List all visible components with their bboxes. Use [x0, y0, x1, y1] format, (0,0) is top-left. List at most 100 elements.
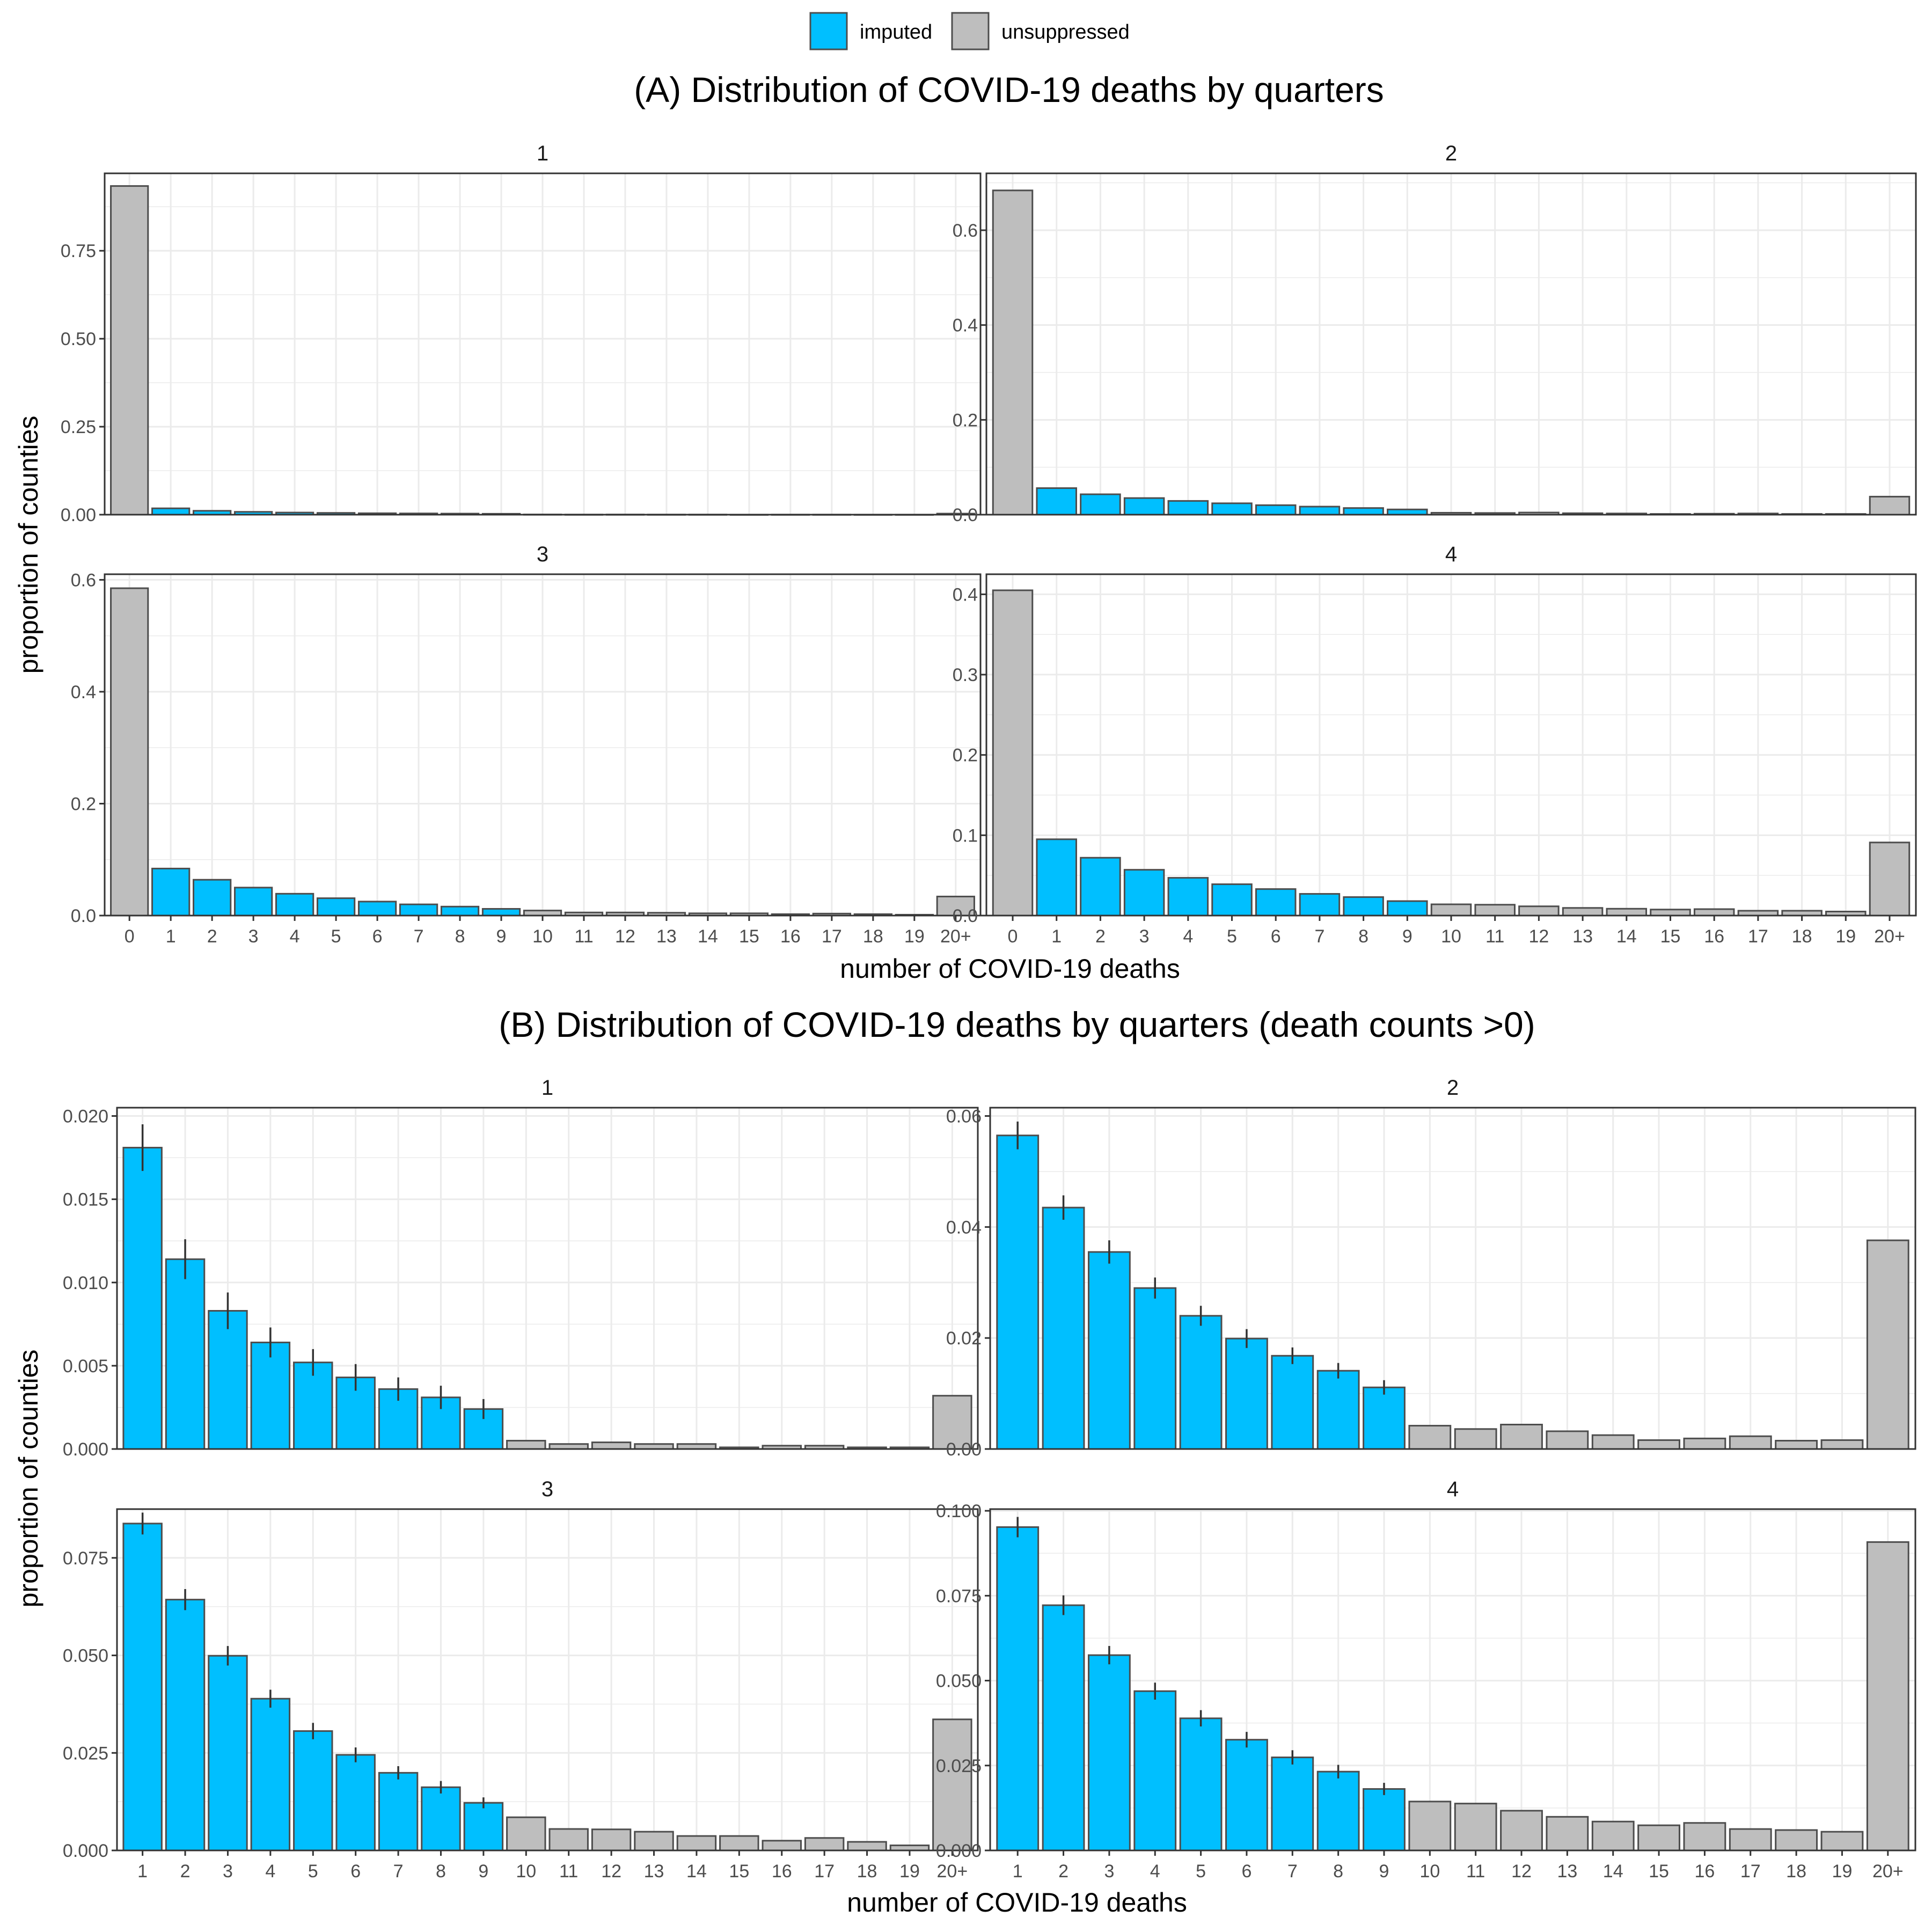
panel-a-q3-bar-4: [275, 892, 314, 917]
panel-a-q4-ytick-label: 0.2: [953, 745, 978, 766]
panel-b-q4-xtick-label: 13: [1557, 1861, 1577, 1882]
panel-b-q4-bar-14: [1591, 1820, 1635, 1851]
panel-a-q4-xtick-label: 3: [1139, 926, 1150, 947]
panel-b-q3-xtick-label: 1: [137, 1861, 148, 1882]
panel-b-q4-grid: [990, 1509, 1915, 1851]
panel-b-q3-bar-17: [804, 1837, 845, 1851]
panel-b-q3-xtick-label: 18: [857, 1861, 877, 1882]
panel-a-q3-xtick-label: 1: [166, 926, 176, 947]
panel-b-q4-bar-9: [1363, 1788, 1406, 1851]
panel-b-q1-ytick-label: 0.020: [63, 1107, 108, 1127]
panel-a-q4-xtick-label: 20+: [1874, 926, 1905, 947]
panel-a-q4-xtick-label: 7: [1314, 926, 1324, 947]
panel-b-q3-bar-3: [208, 1655, 248, 1851]
panel-a-q2: 2 0.0 0.2 0.4 0.6: [953, 142, 1917, 525]
panel-a-q2-bar-20+: [1869, 495, 1911, 516]
panel-a-ylabel: proportion of counties: [13, 416, 43, 674]
panel-a-q4-bar-11: [1474, 904, 1516, 917]
panel-a-q4-bar-2: [1080, 857, 1121, 917]
panel-b-q4-xtick-label: 12: [1511, 1861, 1532, 1882]
panel-b-q4-xtick-label: 4: [1150, 1861, 1160, 1882]
panel-a-q3-xtick-label: 9: [496, 926, 507, 947]
panel-b-q3-xtick-label: 6: [350, 1861, 361, 1882]
panel-a-q1-bar-0: [110, 185, 149, 516]
panel-b-q2-bar-9: [1363, 1386, 1406, 1450]
panel-a-q4-xtick-label: 9: [1402, 926, 1413, 947]
panel-a-q3-xtick-label: 3: [248, 926, 259, 947]
panel-a-q4-bar-10: [1430, 903, 1472, 917]
panel-a-q3-bar-8: [440, 905, 480, 917]
panel-a-q4-xtick-label: 18: [1792, 926, 1812, 947]
panel-b-q3-bar-8: [421, 1786, 461, 1851]
panel-a-q4-bar-9: [1387, 900, 1428, 917]
panel-b-q4-bar-6: [1225, 1739, 1268, 1851]
panel-a-q4-ytick-label: 0.0: [953, 906, 978, 926]
panel-a-q1-strip-label: 1: [537, 142, 548, 165]
panel-a-q3-bar-7: [399, 903, 438, 917]
panel-b-q2-bar-4: [1133, 1287, 1177, 1450]
panel-b-q4-xtick-label: 3: [1104, 1861, 1114, 1882]
panel-a-q3-ytick-label: 0.0: [71, 906, 96, 926]
panel-b-q2-ytick-label: 0.02: [946, 1328, 982, 1349]
panel-a-q2-bar-0: [992, 189, 1034, 516]
panel-b-q3-bar-5: [293, 1730, 333, 1851]
panel-a-q3-xtick-label: 6: [372, 926, 383, 947]
panel-a-q3-xtick-label: 0: [125, 926, 135, 947]
panel-b-q4-xtick-label: 5: [1196, 1861, 1206, 1882]
panel-a-q2-grid: [986, 173, 1916, 516]
panel-a-title: (A) Distribution of COVID-19 deaths by q…: [634, 70, 1384, 109]
panel-b-q1-bar-12: [591, 1441, 632, 1450]
panel-a-q4-ytick-label: 0.4: [953, 584, 978, 605]
panel-b-q4-strip-label: 4: [1447, 1477, 1459, 1501]
panel-b-q4-bar-5: [1179, 1717, 1223, 1851]
panel-b-q3-bar-16: [762, 1840, 802, 1851]
panel-a-q4-xtick-label: 17: [1748, 926, 1768, 947]
panel-a-q4-bar-14: [1606, 908, 1648, 917]
panel-b-q3-bar-15: [719, 1835, 759, 1851]
panel-a-q3-xtick-label: 13: [656, 926, 677, 947]
legend-key-imputed: [809, 12, 848, 50]
panel-a-q4-bar-1: [1036, 838, 1077, 917]
panel-b-q4-bar-4: [1133, 1690, 1177, 1851]
panel-a-q3-bar-2: [193, 879, 232, 917]
panel-b-q4-xtick-label: 18: [1786, 1861, 1806, 1882]
panel-a-q1-ytick-label: 0.50: [61, 329, 96, 349]
panel-b-q4-ytick-label: 0.075: [936, 1586, 982, 1606]
panel-b-q3-xtick-label: 9: [478, 1861, 488, 1882]
panel-b-q1-ytick-label: 0.015: [63, 1190, 108, 1210]
panel-a-q2-bar-4: [1167, 500, 1209, 516]
panel-a-q4-strip-label: 4: [1445, 543, 1457, 566]
panel-a-q3-ytick-label: 0.4: [71, 682, 96, 702]
panel-b-q4-ytick-label: 0.025: [936, 1756, 982, 1776]
panel-a-q4-bar-6: [1255, 888, 1297, 917]
panel-a-q3-ytick-label: 0.2: [71, 794, 96, 814]
panel-b-q4-ytick-label: 0.100: [936, 1501, 982, 1521]
panel-b-q2-bar-10: [1408, 1425, 1452, 1450]
panel-a-q4-xtick-label: 12: [1528, 926, 1549, 947]
panel-a-q4-xtick-label: 13: [1572, 926, 1593, 947]
panel-a-q2-ytick-label: 0.4: [953, 316, 978, 336]
panel-b-q2-bar-6: [1225, 1337, 1268, 1450]
panel-a-q4-xtick-label: 8: [1358, 926, 1368, 947]
panel-a-q3-xtick-label: 14: [698, 926, 718, 947]
panel-b-q2-bar-16: [1683, 1437, 1726, 1450]
panel-a-q4-xtick-label: 11: [1485, 926, 1504, 947]
panel-b-q4-xtick-label: 11: [1466, 1861, 1485, 1882]
panel-a-q3-strip-label: 3: [537, 543, 548, 566]
panel-a-q3: 30.00.20.40.60 1 2 3 4 5 6 7 8 9 10 11 12 13 14 15 16 17 1…: [71, 543, 982, 947]
panel-b-q3-xtick-label: 17: [814, 1861, 835, 1882]
panel-b-q4-bar-20+: [1866, 1541, 1909, 1851]
panel-b-q3-xtick-label: 11: [559, 1861, 578, 1882]
panel-b-q3-ytick-label: 0.025: [63, 1743, 108, 1763]
panel-a-q3-xtick-label: 5: [331, 926, 341, 947]
panel-b-q2-ytick-label: 0.00: [946, 1439, 982, 1460]
panel-a-q4-xtick-label: 10: [1441, 926, 1461, 947]
panel-b-q3-bar-18: [847, 1841, 887, 1851]
panel-b-q3-xtick-label: 15: [729, 1861, 749, 1882]
facet-panels: 10.000.250.500.7520.00.20.40.630.00.20.4…: [61, 142, 1917, 1882]
panel-b-q1-bar-4: [250, 1341, 291, 1450]
panel-b-q3-bar-10: [506, 1816, 546, 1851]
panel-a-xlabel: number of COVID-19 deaths: [840, 954, 1180, 984]
